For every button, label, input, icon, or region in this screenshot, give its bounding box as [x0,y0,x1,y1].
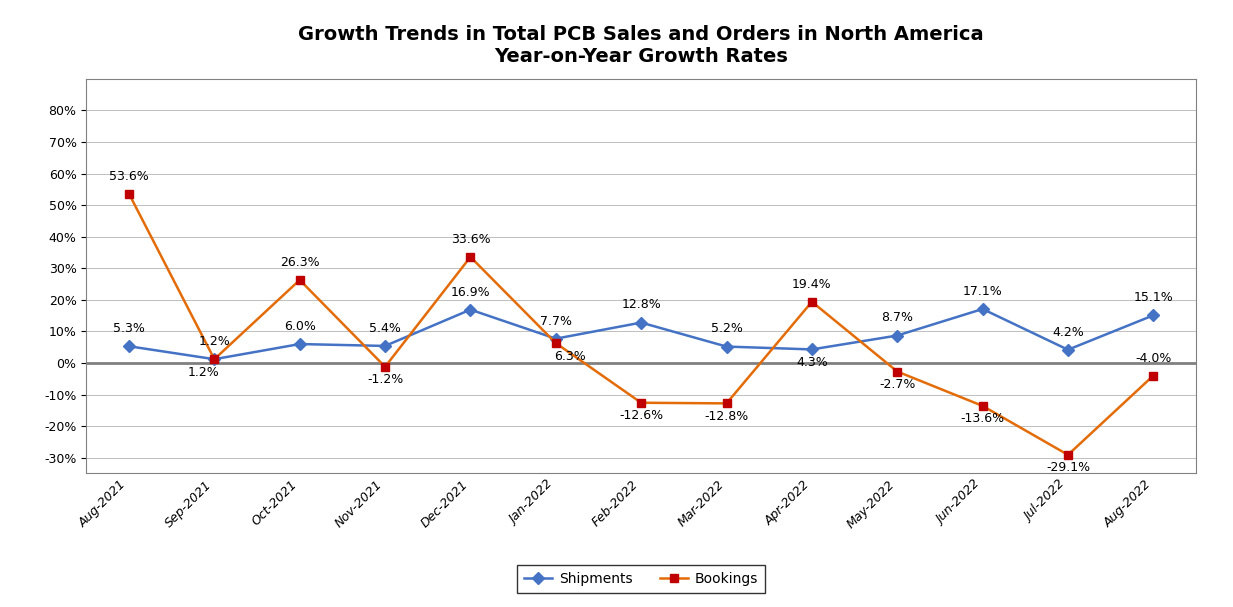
Shipments [1145,311,1160,319]
Text: -4.0%: -4.0% [1136,351,1171,364]
Shipments [804,346,819,353]
Text: 1.2%: 1.2% [199,335,231,348]
Bookings [975,402,990,410]
Bookings [549,339,563,347]
Bookings [122,190,137,197]
Text: 19.4%: 19.4% [792,277,832,291]
Text: 7.7%: 7.7% [540,314,572,328]
Text: -12.6%: -12.6% [619,409,663,422]
Text: 4.2%: 4.2% [1052,325,1084,339]
Shipments [634,319,649,326]
Shipments [549,335,563,342]
Shipments [890,332,905,339]
Shipments [377,342,392,350]
Bookings [1060,451,1075,458]
Line: Shipments: Shipments [125,305,1158,364]
Title: Growth Trends in Total PCB Sales and Orders in North America
Year-on-Year Growth: Growth Trends in Total PCB Sales and Ord… [298,25,984,66]
Bookings [207,356,222,363]
Shipments [464,306,478,313]
Text: -13.6%: -13.6% [961,412,1005,426]
Line: Bookings: Bookings [125,189,1158,459]
Shipments [122,342,137,350]
Text: 5.2%: 5.2% [710,322,742,336]
Text: 6.3%: 6.3% [554,350,586,362]
Bookings [1145,372,1160,379]
Legend: Shipments, Bookings: Shipments, Bookings [517,565,766,593]
Text: -12.8%: -12.8% [704,410,748,423]
Text: 26.3%: 26.3% [280,256,319,269]
Text: 5.3%: 5.3% [113,322,145,335]
Shipments [207,356,222,363]
Text: 15.1%: 15.1% [1133,291,1174,304]
Bookings [804,298,819,305]
Bookings [634,399,649,407]
Text: 5.4%: 5.4% [369,322,401,335]
Bookings [377,363,392,370]
Text: 1.2%: 1.2% [187,365,219,379]
Bookings [890,368,905,375]
Shipments [1060,346,1075,353]
Text: 33.6%: 33.6% [450,233,491,246]
Bookings [464,253,478,260]
Shipments [292,341,307,348]
Text: 53.6%: 53.6% [109,170,149,183]
Bookings [292,276,307,283]
Text: 6.0%: 6.0% [284,320,316,333]
Text: -2.7%: -2.7% [879,378,915,391]
Text: -1.2%: -1.2% [367,373,403,386]
Shipments [975,305,990,313]
Shipments [719,343,734,350]
Text: 17.1%: 17.1% [963,285,1002,298]
Text: 8.7%: 8.7% [882,311,914,324]
Bookings [719,400,734,407]
Text: 4.3%: 4.3% [797,356,827,369]
Text: 12.8%: 12.8% [621,299,661,311]
Text: 16.9%: 16.9% [450,285,491,299]
Text: -29.1%: -29.1% [1046,461,1090,474]
